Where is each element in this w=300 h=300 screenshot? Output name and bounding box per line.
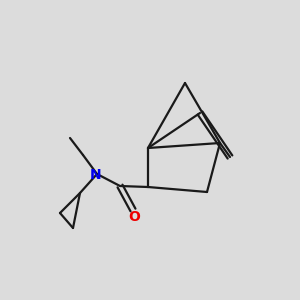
Text: O: O (128, 210, 140, 224)
Text: N: N (90, 168, 102, 182)
